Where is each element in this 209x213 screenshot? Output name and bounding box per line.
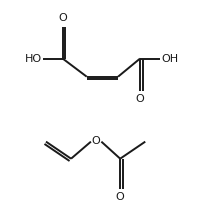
Text: HO: HO bbox=[25, 54, 42, 63]
Text: O: O bbox=[116, 192, 125, 202]
Text: O: O bbox=[58, 13, 67, 23]
Text: OH: OH bbox=[161, 54, 178, 63]
Text: O: O bbox=[136, 94, 144, 104]
Text: O: O bbox=[92, 136, 101, 145]
